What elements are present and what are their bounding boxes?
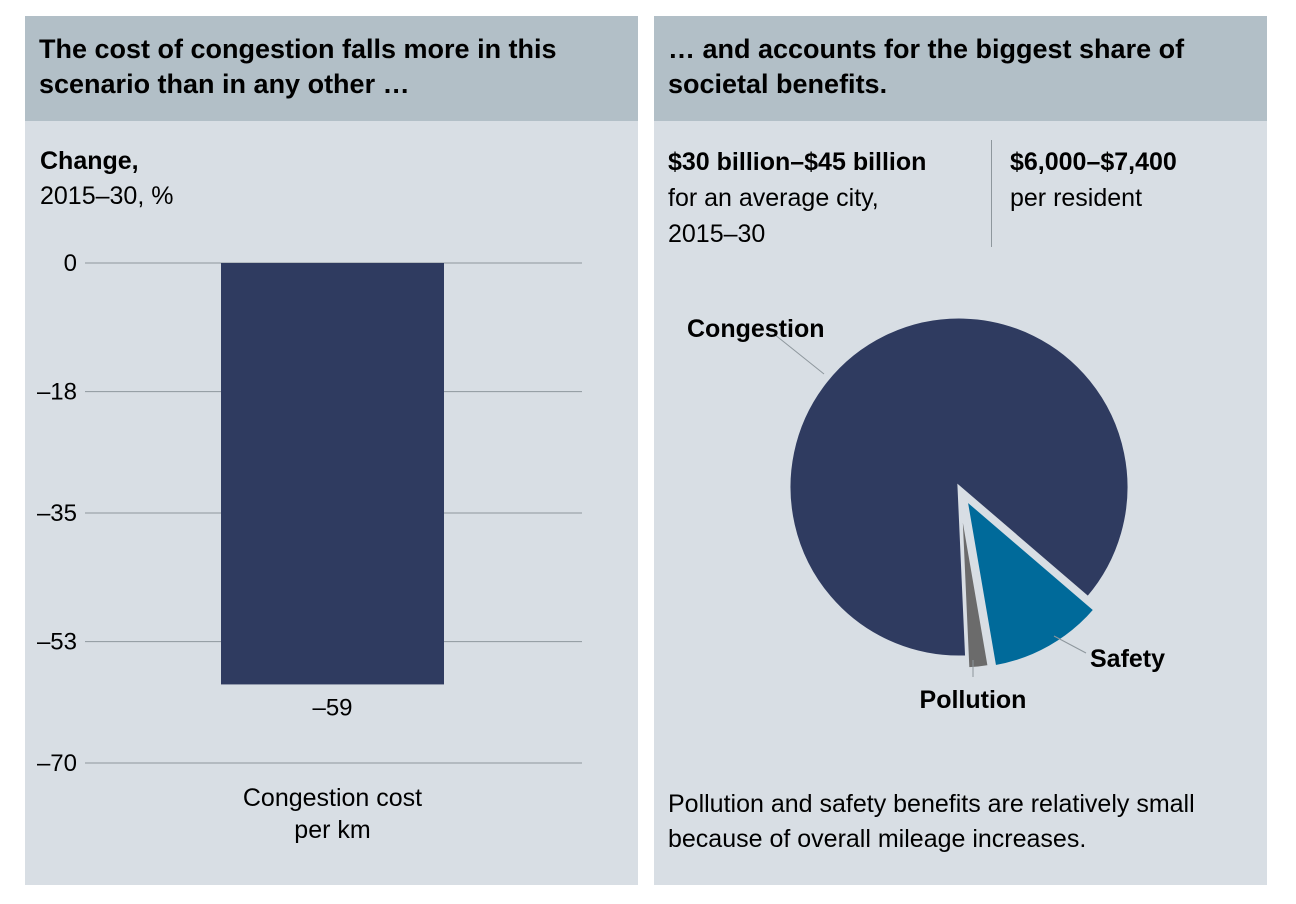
y-tick-label: –70 — [37, 750, 77, 777]
panel-title: The cost of congestion falls more in thi… — [39, 34, 557, 99]
y-tick-label: –18 — [37, 379, 77, 406]
y-tick-label: –35 — [37, 500, 77, 527]
unit-period: 2015–30, % — [40, 182, 174, 210]
footnote: Pollution and safety benefits are relati… — [668, 790, 1195, 853]
y-tick-label: 0 — [64, 250, 77, 277]
bar — [221, 263, 444, 685]
bar-chart: 0 –18 –35 –53 –70 –59 Congestion cost per km — [37, 250, 582, 844]
panel-header: … and accounts for the biggest share of … — [654, 16, 1267, 121]
panel-title: … and accounts for the biggest share of … — [668, 34, 1185, 99]
axis-unit-title: Change, 2015–30, % — [40, 144, 173, 214]
per-resident-range: $6,000–$7,400 — [1010, 148, 1177, 176]
societal-benefits-panel: … and accounts for the biggest share of … — [654, 16, 1267, 885]
category-label: per km — [294, 816, 370, 844]
per-resident-label: per resident — [1010, 184, 1143, 212]
total-benefit-stat: $30 billion–$45 billion for an average c… — [668, 144, 926, 252]
total-benefit-scope: for an average city, — [668, 184, 879, 212]
leader-line — [773, 333, 825, 375]
per-resident-stat: $6,000–$7,400 per resident — [1010, 144, 1177, 216]
leader-line — [1053, 635, 1087, 654]
pie-slice-congestion — [787, 315, 1131, 659]
total-benefit-period: 2015–30 — [668, 220, 766, 248]
y-tick-label: –53 — [37, 629, 77, 656]
congestion-cost-panel: The cost of congestion falls more in thi… — [25, 16, 638, 885]
total-benefit-range: $30 billion–$45 billion — [668, 148, 927, 176]
panel-header: The cost of congestion falls more in thi… — [25, 16, 638, 121]
pie-slice-pollution — [958, 498, 991, 671]
slice-label: Pollution — [920, 686, 1027, 714]
slice-label: Congestion — [687, 315, 825, 343]
unit-label: Change, — [40, 147, 139, 175]
bar-value-label: –59 — [312, 694, 352, 721]
category-label: Congestion cost — [243, 784, 422, 812]
slice-label: Safety — [1090, 645, 1165, 673]
pie-chart: Congestion Safety Pollution — [687, 315, 1165, 714]
stat-divider — [991, 140, 992, 247]
pie-slice-safety — [963, 495, 1098, 669]
